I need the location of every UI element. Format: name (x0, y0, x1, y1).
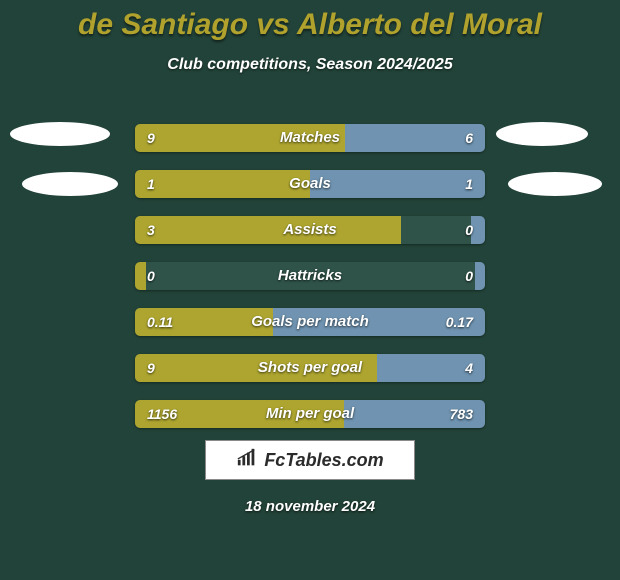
stat-fill-left (135, 262, 146, 290)
silhouette-ellipse (10, 122, 110, 146)
stat-row: 0.110.17Goals per match (135, 308, 485, 336)
stat-value-left: 0 (147, 262, 155, 290)
stat-row: 0 0Hattricks (135, 262, 485, 290)
stat-row: 30Assists (135, 216, 485, 244)
stat-fill-left (135, 308, 273, 336)
stat-fill-right (345, 124, 485, 152)
stat-fill-right (273, 308, 485, 336)
silhouette-ellipse (496, 122, 588, 146)
stat-row: 96Matches (135, 124, 485, 152)
stat-fill-right (377, 354, 485, 382)
stat-fill-right (310, 170, 485, 198)
comparison-bars: 96Matches 11Goals 30Assists 0 0Hattricks 0.11… (135, 124, 485, 446)
silhouette-ellipse (22, 172, 118, 196)
stat-row: 94Shots per goal (135, 354, 485, 382)
stat-row: 1156783Min per goal (135, 400, 485, 428)
branding-badge[interactable]: FcTables.com (205, 440, 415, 480)
stat-value-right: 0 (465, 262, 473, 290)
stat-fill-right (471, 216, 485, 244)
page-title: de Santiago vs Alberto del Moral (0, 0, 620, 42)
stat-label: Hattricks (135, 262, 485, 290)
stat-fill-right (475, 262, 486, 290)
page-subtitle: Club competitions, Season 2024/2025 (0, 56, 620, 74)
stat-fill-left (135, 216, 401, 244)
stat-fill-right (344, 400, 485, 428)
stat-fill-left (135, 400, 344, 428)
stat-fill-left (135, 170, 310, 198)
silhouette-ellipse (508, 172, 602, 196)
player-comparison-card: de Santiago vs Alberto del Moral Club co… (0, 0, 620, 580)
stat-row: 11Goals (135, 170, 485, 198)
bar-chart-icon (236, 447, 258, 474)
footer-date: 18 november 2024 (0, 498, 620, 515)
stat-fill-left (135, 354, 377, 382)
branding-text: FcTables.com (264, 450, 383, 471)
stat-fill-left (135, 124, 345, 152)
